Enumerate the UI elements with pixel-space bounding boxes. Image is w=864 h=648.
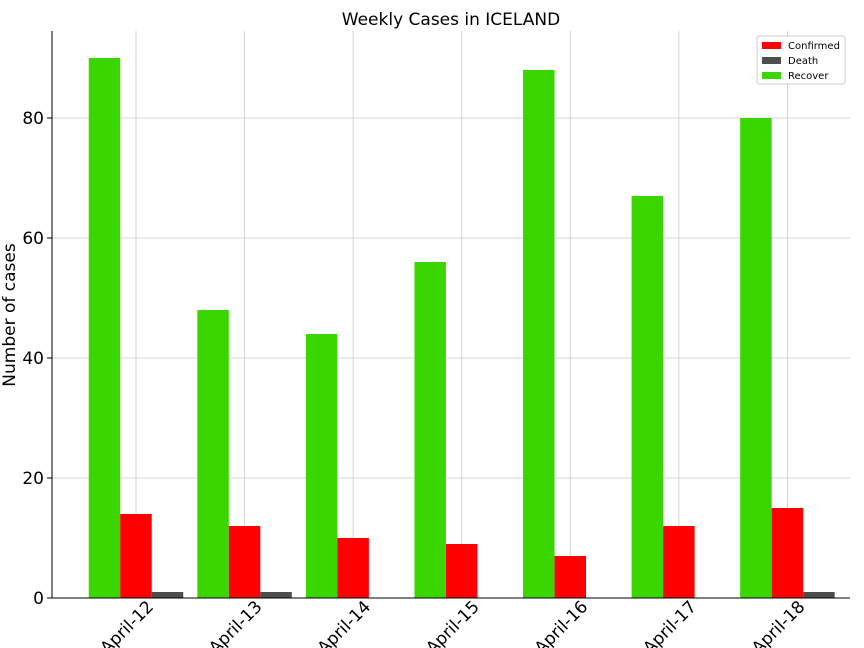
x-tick-labels: April-12 April-13 April-14 April-15 April-16… xyxy=(97,597,810,648)
bar-recover xyxy=(197,310,229,598)
bar-recover xyxy=(523,70,555,598)
bar-recover xyxy=(414,262,446,598)
y-tick-labels: 0 20 40 60 80 xyxy=(22,109,44,609)
bar-confirmed xyxy=(228,526,261,598)
bars xyxy=(88,58,835,598)
y-tick-label: 80 xyxy=(22,109,44,129)
axes xyxy=(47,31,850,599)
bar-recover xyxy=(305,334,338,598)
legend-label-death: Death xyxy=(788,56,818,67)
legend-label-recover: Recover xyxy=(788,71,829,82)
bar-recover xyxy=(631,196,664,598)
bar-confirmed xyxy=(554,556,587,598)
bar-death xyxy=(260,592,292,598)
y-tick-label: 40 xyxy=(22,349,44,369)
bar-confirmed xyxy=(120,514,152,598)
legend-label-confirmed: Confirmed xyxy=(788,41,840,52)
bar-confirmed xyxy=(337,538,369,598)
legend-swatch-death xyxy=(762,57,781,64)
x-tick-label: April-17 xyxy=(640,597,701,648)
y-tick-label: 60 xyxy=(22,229,44,249)
y-tick-label: 20 xyxy=(22,469,44,489)
legend-swatch-recover xyxy=(762,72,781,79)
x-tick-label: April-16 xyxy=(531,597,592,648)
x-tick-label: April-18 xyxy=(748,597,809,648)
x-tick-label: April-14 xyxy=(314,597,375,648)
bar-death xyxy=(803,592,835,598)
x-tick-label: April-15 xyxy=(422,597,483,648)
bar-recover xyxy=(740,118,772,598)
bar-recover xyxy=(88,58,121,598)
legend: Confirmed Death Recover xyxy=(756,35,846,85)
x-tick-label: April-13 xyxy=(205,597,266,648)
chart-title: Weekly Cases in ICELAND xyxy=(342,10,560,30)
bar-confirmed xyxy=(445,544,478,598)
y-axis-label: Number of cases xyxy=(0,243,20,387)
bar-death xyxy=(151,592,184,598)
legend-swatch-confirmed xyxy=(762,42,781,49)
grid-lines xyxy=(52,31,850,599)
bar-confirmed xyxy=(771,508,804,598)
bar-confirmed xyxy=(663,526,695,598)
y-tick-label: 0 xyxy=(33,589,44,609)
x-tick-label: April-12 xyxy=(97,597,158,648)
